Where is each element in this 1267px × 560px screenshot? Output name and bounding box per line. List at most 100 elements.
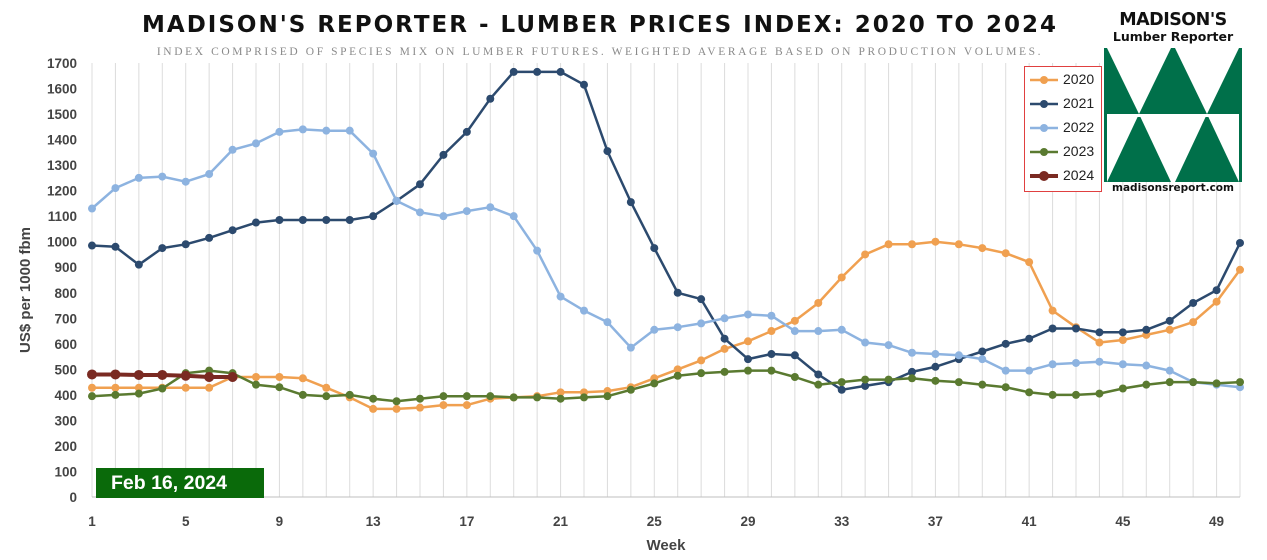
data-point	[837, 325, 846, 334]
y-tick-label: 600	[54, 337, 77, 352]
data-point	[158, 172, 167, 181]
data-point	[1165, 366, 1174, 375]
x-tick-label: 49	[1209, 514, 1224, 529]
data-point	[134, 389, 143, 398]
data-point	[439, 150, 448, 159]
data-point	[228, 145, 237, 154]
data-point	[744, 337, 752, 346]
y-axis-title: US$ per 1000 fbm	[17, 227, 34, 353]
data-point	[322, 383, 331, 392]
data-point	[884, 240, 893, 249]
data-point	[322, 392, 331, 401]
data-point	[1072, 324, 1080, 333]
data-point	[697, 356, 706, 365]
legend-item: 2021	[1025, 92, 1101, 116]
data-point	[1025, 334, 1034, 343]
data-point	[1142, 361, 1151, 370]
data-point	[580, 393, 588, 402]
x-tick-label: 41	[1022, 514, 1038, 529]
y-tick-label: 1700	[47, 56, 77, 71]
data-point	[1236, 238, 1244, 247]
data-point	[861, 381, 870, 390]
data-point	[275, 383, 284, 392]
x-axis-title: Week	[647, 537, 687, 554]
series-line	[92, 240, 1242, 411]
x-tick-label: 9	[276, 514, 284, 529]
data-point	[369, 212, 378, 221]
data-point	[1095, 389, 1104, 398]
data-point	[861, 375, 870, 384]
data-point	[1025, 258, 1034, 267]
data-point	[931, 237, 940, 246]
data-point	[416, 180, 424, 189]
x-tick-label: 5	[182, 514, 190, 529]
data-point	[345, 390, 354, 399]
data-point	[252, 380, 260, 389]
logo-name: MADISON'S	[1119, 10, 1227, 30]
data-point	[1118, 384, 1127, 393]
data-point	[322, 216, 331, 225]
data-point	[298, 216, 307, 225]
data-point	[978, 355, 987, 364]
data-point	[462, 401, 471, 410]
data-point	[439, 392, 448, 401]
data-point	[580, 306, 588, 315]
data-point	[884, 375, 893, 384]
data-point	[673, 288, 682, 297]
logo-subtitle: Lumber Reporter	[1112, 29, 1234, 44]
data-point	[1095, 357, 1104, 366]
data-point	[509, 212, 518, 221]
data-point	[744, 355, 752, 364]
data-point	[603, 147, 612, 156]
x-tick-label: 29	[740, 514, 755, 529]
x-tick-label: 1	[88, 514, 96, 529]
data-point	[931, 350, 940, 359]
data-point	[439, 212, 448, 221]
y-tick-label: 1200	[47, 184, 77, 199]
data-point	[861, 338, 870, 347]
series-2020	[88, 237, 1244, 413]
series-line	[91, 369, 1241, 403]
data-point	[345, 126, 354, 135]
data-point	[697, 319, 706, 328]
data-point	[88, 383, 96, 392]
data-point	[181, 383, 190, 392]
data-point	[275, 373, 284, 382]
data-point	[158, 244, 167, 253]
series-2023	[88, 366, 1244, 406]
data-point	[650, 244, 659, 253]
chart-subtitle: INDEX COMPRISED OF SPECIES MIX ON LUMBER…	[156, 46, 1044, 58]
y-tick-label: 1100	[48, 209, 77, 224]
data-point	[814, 370, 823, 379]
data-point	[556, 394, 565, 403]
data-point	[556, 292, 565, 301]
x-tick-label: 37	[928, 514, 943, 529]
data-point	[486, 392, 495, 401]
data-point	[673, 365, 682, 374]
y-tick-label: 1600	[47, 82, 77, 97]
data-point	[416, 208, 424, 217]
data-point	[650, 379, 659, 388]
data-point	[111, 242, 120, 251]
x-tick-label: 13	[366, 514, 382, 529]
data-point	[814, 298, 823, 307]
data-point	[814, 380, 823, 389]
data-point	[767, 350, 776, 359]
data-point	[462, 127, 471, 136]
data-point	[790, 351, 799, 360]
data-point	[861, 250, 870, 259]
data-point	[88, 241, 96, 250]
data-point	[111, 383, 120, 392]
series-2024	[87, 369, 238, 383]
data-point	[486, 94, 495, 103]
data-point	[181, 177, 190, 186]
data-point	[954, 240, 963, 249]
legend-marker	[1030, 171, 1058, 181]
legend-item: 2023	[1025, 140, 1101, 164]
y-tick-label: 300	[54, 413, 77, 428]
data-point	[509, 67, 518, 76]
data-point	[908, 348, 916, 357]
data-point	[603, 392, 612, 401]
legend-marker	[1030, 76, 1058, 84]
